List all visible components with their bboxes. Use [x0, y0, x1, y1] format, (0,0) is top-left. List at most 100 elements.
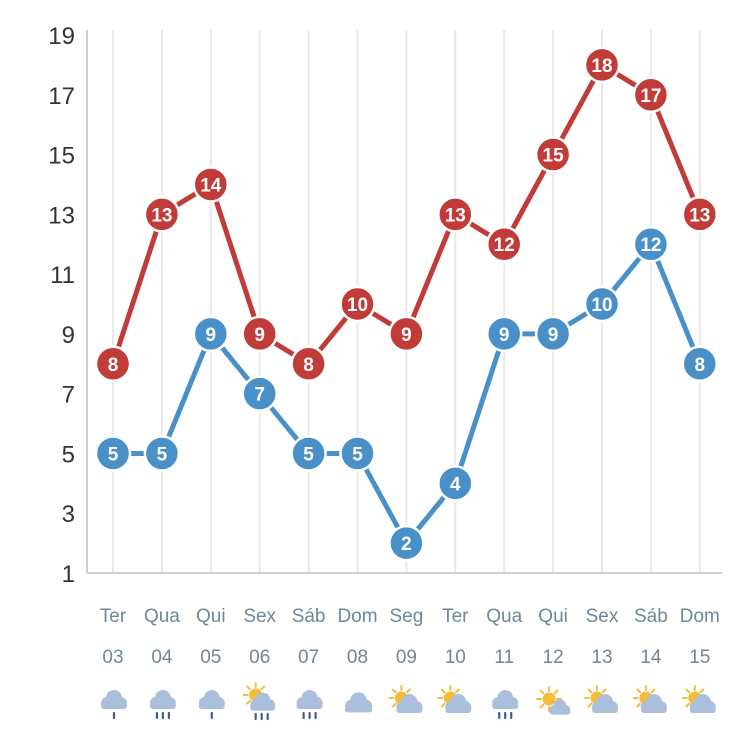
data-point-max — [143, 196, 181, 233]
x-day-label: Ter — [442, 606, 469, 627]
partly-cloudy-icon — [584, 685, 618, 713]
x-date-label: 13 — [591, 647, 612, 668]
x-day-label: Sex — [586, 606, 619, 627]
data-point-min — [192, 315, 230, 353]
y-tick-label: 13 — [48, 202, 75, 229]
series-max: 8 13 14 9 8 10 9 13 12 15 18 17 13 — [94, 46, 719, 383]
data-label-max: 10 — [347, 295, 368, 316]
data-point-min — [241, 375, 278, 412]
data-label-max: 15 — [543, 146, 565, 167]
y-tick-label: 9 — [62, 322, 75, 349]
data-point-max — [485, 225, 523, 263]
data-label-max: 8 — [108, 355, 119, 376]
x-date-label: 15 — [689, 647, 710, 668]
data-point-min — [437, 465, 474, 502]
data-point-min — [632, 225, 670, 263]
data-label-max: 14 — [200, 175, 222, 196]
partly-cloudy-icon — [437, 685, 472, 713]
data-point-min — [388, 524, 425, 562]
heavy-rain-icon — [492, 690, 519, 720]
x-date-label: 10 — [445, 647, 466, 668]
x-tick-labels: Ter 03 Qua 04 Qui 05 Sex 06 Sáb 07 Dom 08 Seg 09 Ter 10… — [100, 606, 720, 668]
data-label-max: 12 — [494, 235, 515, 256]
x-date-label: 07 — [298, 647, 319, 668]
y-tick-label: 5 — [62, 441, 75, 468]
heavy-rain-icon — [296, 690, 323, 720]
data-label-min: 4 — [450, 474, 461, 495]
data-label-min: 9 — [548, 325, 559, 346]
data-label-max: 8 — [303, 355, 314, 376]
data-label-min: 5 — [303, 444, 314, 465]
partly-cloudy-icon — [681, 685, 716, 713]
x-day-label: Qui — [196, 606, 226, 627]
data-point-min — [681, 345, 719, 383]
y-tick-label: 7 — [62, 382, 75, 409]
data-label-max: 13 — [151, 205, 172, 226]
data-label-min: 7 — [254, 385, 265, 406]
data-point-min — [485, 315, 523, 353]
x-date-label: 09 — [396, 647, 417, 668]
data-point-max — [534, 136, 572, 173]
x-date-label: 05 — [200, 647, 221, 668]
data-label-max: 17 — [640, 86, 661, 107]
x-day-label: Qui — [538, 606, 568, 627]
rain-icon — [198, 690, 225, 720]
y-tick-label: 3 — [62, 501, 75, 528]
data-point-min — [290, 435, 327, 472]
x-date-label: 06 — [249, 647, 270, 668]
series-min: 5 5 9 7 5 5 2 4 9 9 10 12 8 — [94, 225, 719, 562]
x-day-label: Qua — [486, 606, 522, 627]
data-label-min: 12 — [640, 235, 661, 256]
data-point-max — [388, 315, 425, 353]
y-tick-label: 11 — [50, 262, 75, 289]
x-day-label: Sex — [243, 606, 276, 627]
data-point-min — [339, 435, 376, 472]
data-point-max — [681, 196, 719, 233]
data-label-min: 5 — [352, 444, 363, 465]
x-date-label: 11 — [494, 647, 514, 668]
sun-rain-icon — [242, 682, 275, 721]
data-label-min: 5 — [108, 444, 119, 465]
x-date-label: 12 — [543, 647, 564, 668]
data-point-max — [437, 196, 474, 233]
data-label-min: 9 — [206, 325, 217, 346]
data-point-max — [632, 76, 670, 114]
data-label-max: 13 — [689, 205, 710, 226]
data-point-min — [94, 435, 132, 472]
data-point-min — [583, 285, 621, 323]
data-point-max — [94, 345, 132, 383]
data-label-min: 2 — [401, 534, 412, 555]
x-date-label: 08 — [347, 647, 368, 668]
partly-cloudy-icon — [632, 685, 667, 713]
data-point-max — [339, 285, 376, 323]
heavy-rain-icon — [149, 690, 176, 720]
rain-icon — [101, 690, 127, 720]
data-label-max: 13 — [445, 205, 466, 226]
x-day-label: Dom — [680, 606, 720, 627]
partly-cloudy-icon — [388, 685, 423, 713]
x-date-label: 03 — [102, 647, 123, 668]
data-label-min: 10 — [591, 295, 612, 316]
data-label-min: 9 — [499, 325, 510, 346]
sun-cloud-icon — [536, 686, 571, 715]
y-tick-label: 17 — [48, 83, 75, 110]
data-point-max — [583, 46, 621, 84]
y-tick-label: 15 — [48, 143, 75, 170]
x-date-label: 04 — [151, 647, 173, 668]
data-label-max: 9 — [401, 325, 412, 346]
y-tick-label: 19 — [48, 23, 75, 50]
x-day-label: Sáb — [292, 606, 326, 627]
x-day-label: Sáb — [634, 606, 668, 627]
data-point-max — [241, 315, 278, 353]
x-day-label: Seg — [389, 606, 423, 627]
x-day-label: Ter — [100, 606, 127, 627]
data-label-min: 8 — [695, 355, 706, 376]
data-point-max — [290, 345, 327, 383]
data-label-min: 5 — [157, 444, 168, 465]
data-point-min — [143, 435, 181, 472]
data-point-max — [192, 166, 230, 203]
data-point-min — [534, 315, 572, 353]
x-date-label: 14 — [640, 647, 662, 668]
